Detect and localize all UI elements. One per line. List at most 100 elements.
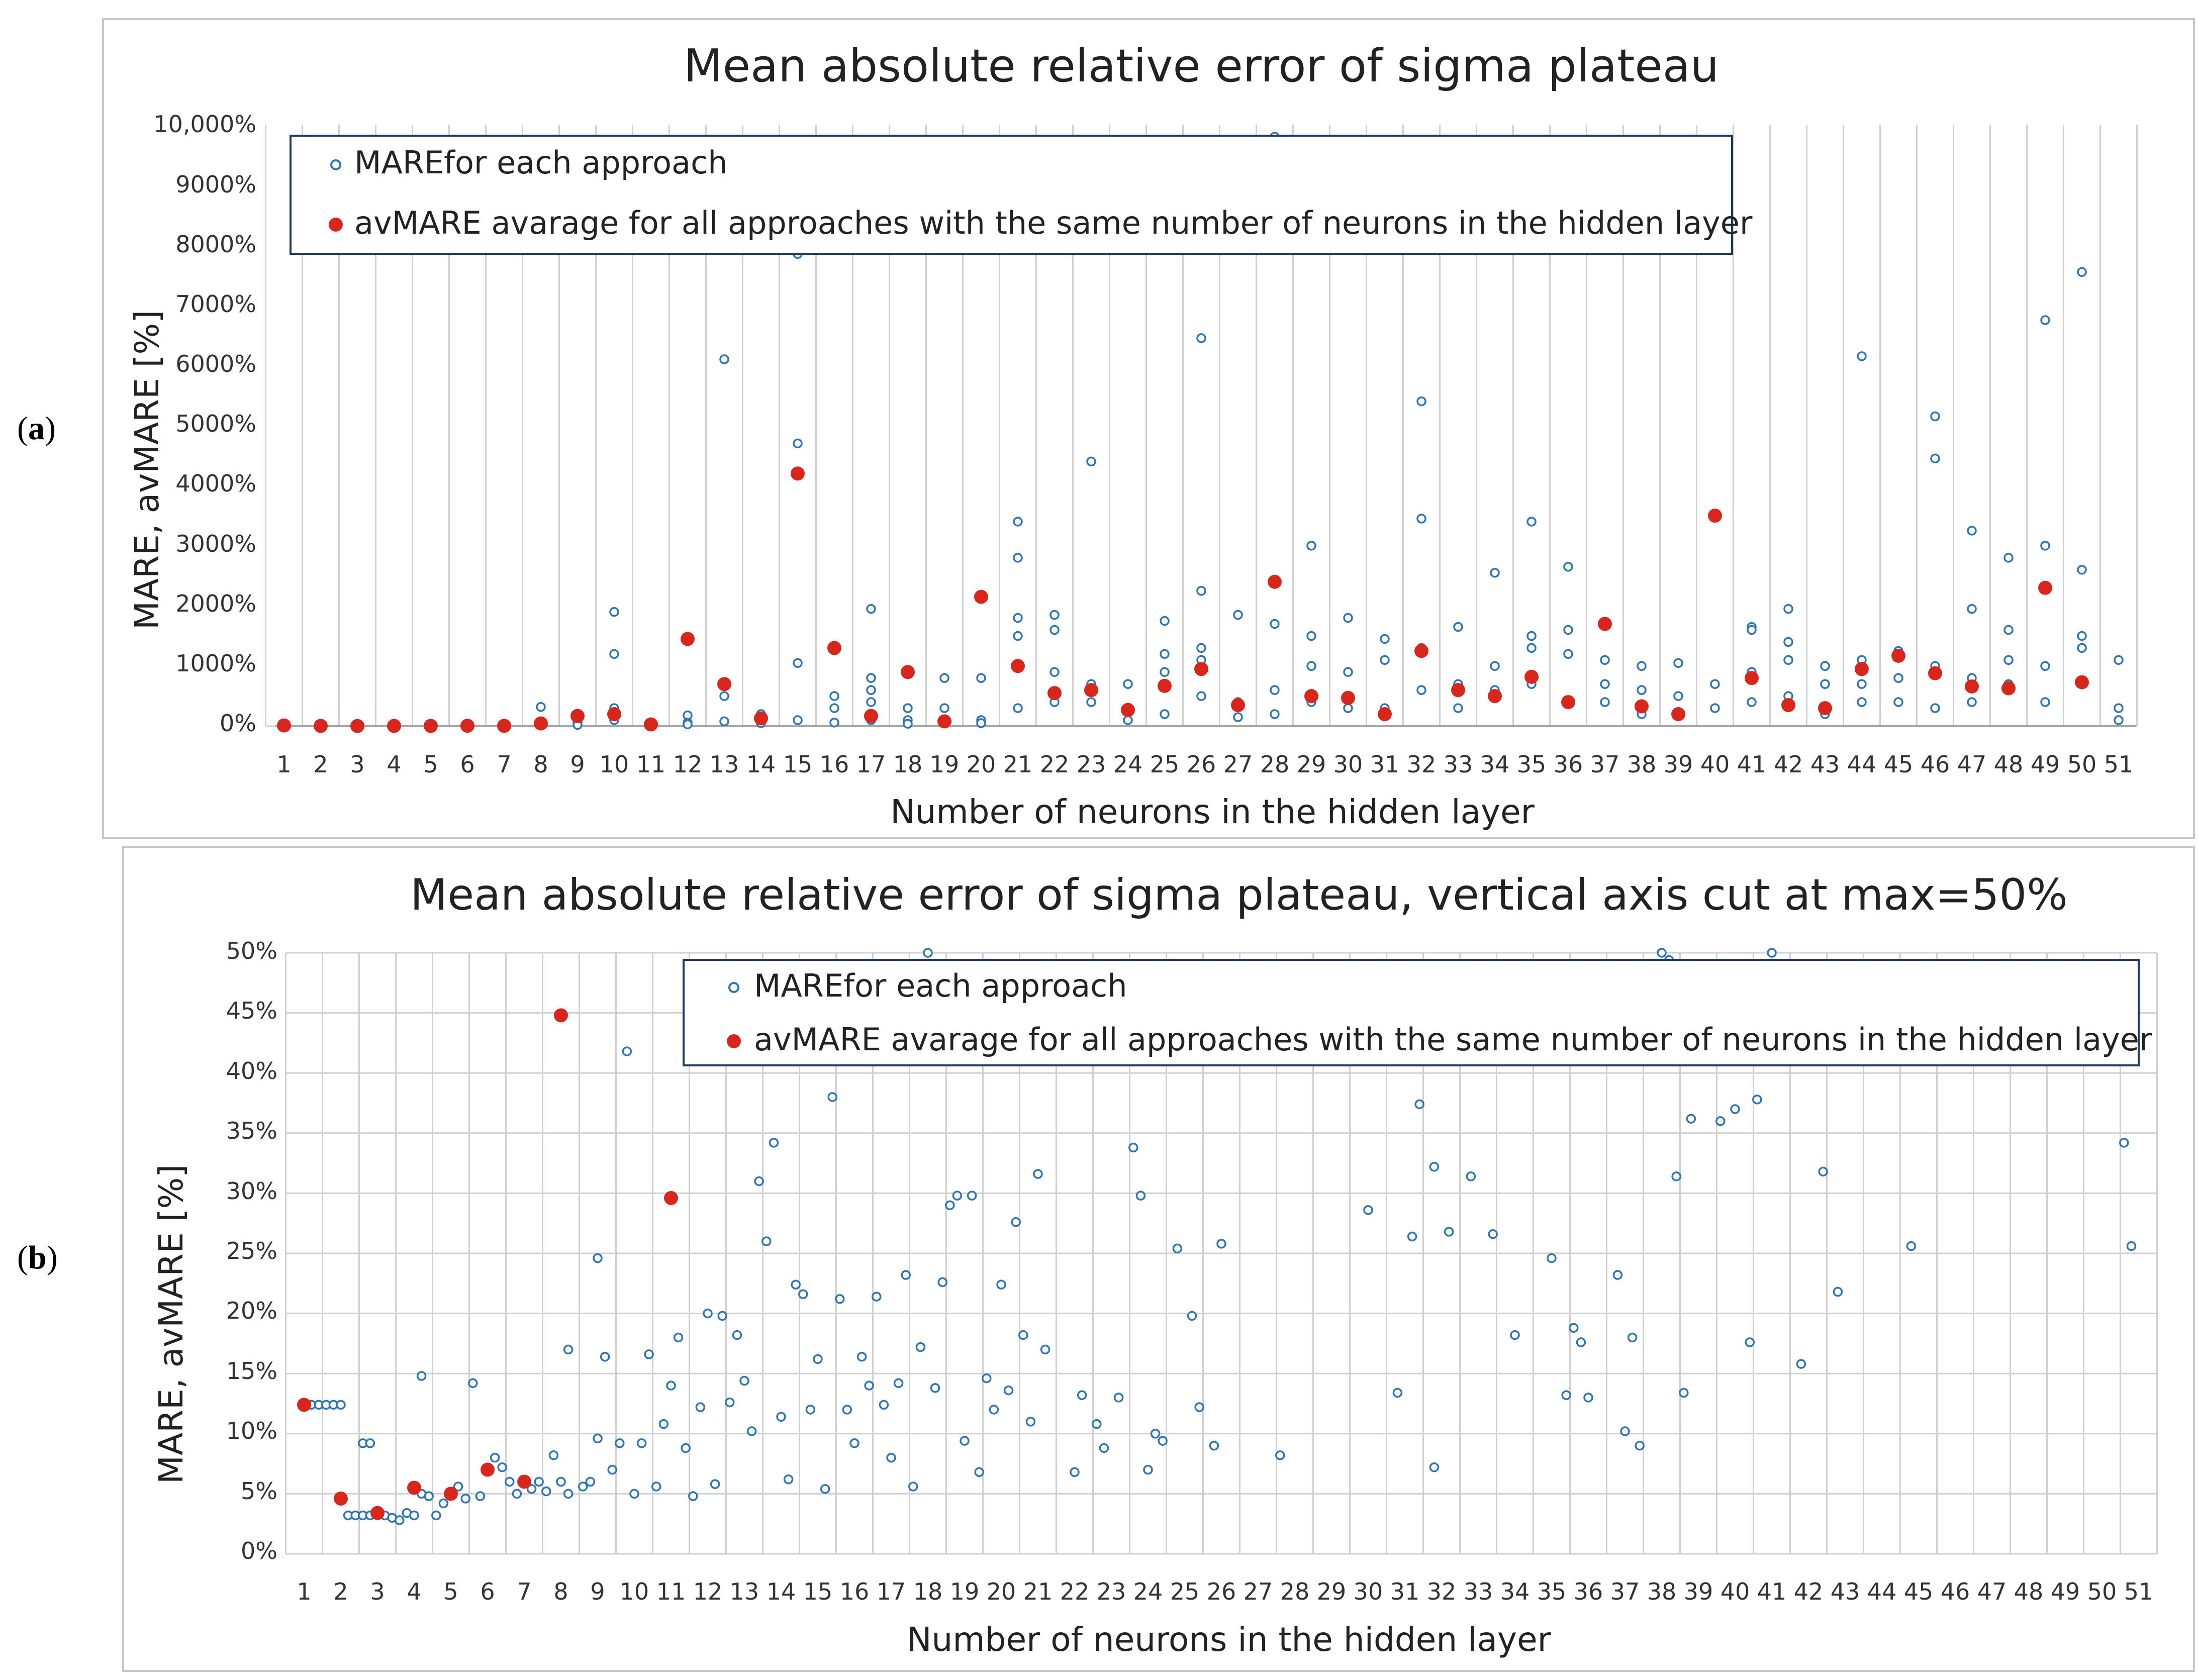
chart-b-xtick: 5 [443,1578,458,1605]
chart-a-xtick: 21 [1003,751,1033,778]
mare-point [658,1419,669,1429]
mare-point [1343,613,1353,623]
chart-a-xtick: 27 [1223,751,1253,778]
avmare-point [444,1487,458,1501]
chart-b-xtick: 49 [2051,1578,2080,1605]
mare-point [1196,691,1206,701]
chart-b-y-ticks: 50% 45% 40% 35% 30% 25% 20% 15% 10% 5% 0… [226,937,277,1564]
mare-point [776,1412,786,1422]
chart-a: Mean absolute relative error of sigma pl… [102,18,2195,839]
mare-point [2077,267,2087,277]
mare-point [490,1452,500,1463]
chart-a-xtick: 44 [1847,751,1877,778]
mare-point [475,1491,486,1501]
mare-point [798,1289,808,1300]
avmare-point [497,719,511,733]
chart-a-xtick: 29 [1297,751,1326,778]
avmare-point [1268,574,1282,589]
chart-b: Mean absolute relative error of sigma pl… [122,846,2195,1672]
mare-point [1906,1241,1917,1251]
mare-point [1013,703,1023,713]
mare-point [793,658,803,668]
chart-a-ytick: 1000% [175,650,256,677]
mare-point [2114,655,2124,665]
mare-point [879,1400,889,1410]
chart-a-xtick: 42 [1774,751,1803,778]
mare-point [1710,703,1720,713]
chart-a-xtick: 50 [2067,751,2097,778]
chart-a-ytick: 6000% [175,350,256,377]
mare-point [1657,948,1667,958]
chart-b-xtick: 3 [370,1578,385,1605]
chart-b-legend-mare-label: MAREfor each approach [754,967,1127,1004]
avmare-point [1708,509,1722,523]
avmare-point [1047,686,1062,701]
chart-b-xtick: 41 [1757,1578,1787,1605]
avmare-point [1561,695,1575,710]
mare-point [563,1489,574,1499]
mare-point [1086,697,1096,707]
mare-point [1453,622,1463,632]
mare-point [1453,703,1463,713]
mare-point [1747,625,1757,635]
chart-b-legend-mare-marker [728,982,739,993]
chart-a-grid [265,125,2138,727]
mare-point [937,1277,947,1288]
mare-point [431,1510,441,1521]
chart-a-xtick: 41 [1737,751,1767,778]
mare-point [829,691,839,701]
avmare-point [1855,662,1869,676]
mare-point [505,1476,515,1487]
chart-b-xtick: 8 [553,1578,568,1605]
avmare-point [387,719,401,733]
mare-point [719,716,729,727]
chart-a-xtick: 49 [2031,751,2060,778]
chart-b-xtick: 14 [767,1578,796,1605]
avmare-point [1598,617,1612,631]
mare-point [1275,1450,1285,1460]
chart-b-xtick: 42 [1794,1578,1824,1605]
avmare-point [644,717,658,732]
mare-point [1730,1104,1740,1114]
avmare-point [1818,701,1832,716]
mare-point [1620,1426,1630,1436]
chart-b-xtick: 43 [1831,1578,1860,1605]
mare-point [982,1373,992,1383]
mare-point [829,703,839,713]
mare-point [1561,1390,1571,1401]
mare-point [1099,1443,1109,1453]
mare-point [1414,1099,1424,1110]
chart-b-ytick: 20% [226,1297,277,1324]
mare-point [1526,643,1537,653]
chart-b-xtick: 25 [1170,1578,1200,1605]
mare-point [556,1476,566,1487]
mare-point [1040,1344,1050,1355]
mare-point [1270,685,1280,695]
mare-point [1416,685,1426,695]
chart-b-ytick: 35% [226,1117,277,1144]
chart-a-xtick: 4 [387,751,401,778]
chart-a-xtick: 39 [1664,751,1693,778]
mare-point [1526,631,1537,641]
avmare-point [1158,678,1172,693]
chart-a-xtick: 10 [600,751,629,778]
mare-point [886,1452,896,1463]
mare-point [1049,667,1060,677]
chart-b-xtick: 40 [1721,1578,1750,1605]
chart-a-xtick: 38 [1627,751,1657,778]
mare-point [1158,1436,1168,1446]
mare-point [1967,526,1977,536]
mare-point [1160,709,1170,719]
mare-point [1416,514,1426,524]
chart-b-xtick: 48 [2014,1578,2044,1605]
mare-point [1070,1467,1080,1477]
mare-point [1123,679,1133,689]
mare-point [732,1330,742,1340]
mare-point [939,703,949,713]
chart-a-xtick: 24 [1113,751,1143,778]
chart-b-xtick: 10 [620,1578,649,1605]
chart-b-xtick: 19 [950,1578,980,1605]
chart-a-x-ticks: 1 2 3 4 5 6 7 8 9 10 11 12 13 14 15 16 17 18 19 20 21 22 23 24 2… [276,751,2133,778]
mare-point [754,1176,764,1187]
avmare-point [791,466,805,481]
